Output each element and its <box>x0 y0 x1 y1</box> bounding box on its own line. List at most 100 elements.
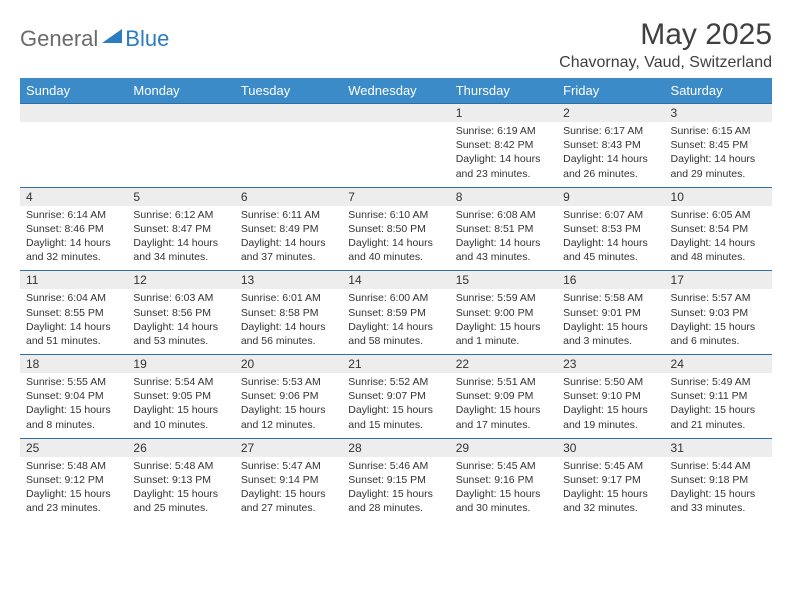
calendar-table: Sunday Monday Tuesday Wednesday Thursday… <box>20 78 772 521</box>
day2-text: and 56 minutes. <box>241 334 336 348</box>
sun-data-row: Sunrise: 6:04 AMSunset: 8:55 PMDaylight:… <box>20 289 772 354</box>
sun-data-cell: Sunrise: 6:14 AMSunset: 8:46 PMDaylight:… <box>20 206 127 271</box>
date-number-cell: 25 <box>20 438 127 457</box>
day1-text: Daylight: 15 hours <box>133 403 228 417</box>
sun-data-cell: Sunrise: 6:19 AMSunset: 8:42 PMDaylight:… <box>450 122 557 187</box>
day2-text: and 21 minutes. <box>671 418 766 432</box>
date-number-cell: 20 <box>235 355 342 374</box>
sunset-text: Sunset: 8:54 PM <box>671 222 766 236</box>
day1-text: Daylight: 15 hours <box>241 487 336 501</box>
day1-text: Daylight: 14 hours <box>563 152 658 166</box>
day1-text: Daylight: 15 hours <box>348 403 443 417</box>
sunrise-text: Sunrise: 6:04 AM <box>26 291 121 305</box>
sun-data-cell: Sunrise: 6:04 AMSunset: 8:55 PMDaylight:… <box>20 289 127 354</box>
day2-text: and 45 minutes. <box>563 250 658 264</box>
day2-text: and 40 minutes. <box>348 250 443 264</box>
day-header-row: Sunday Monday Tuesday Wednesday Thursday… <box>20 78 772 104</box>
sunrise-text: Sunrise: 6:03 AM <box>133 291 228 305</box>
sunset-text: Sunset: 8:56 PM <box>133 306 228 320</box>
sunrise-text: Sunrise: 6:14 AM <box>26 208 121 222</box>
sunset-text: Sunset: 9:09 PM <box>456 389 551 403</box>
date-number-cell: 12 <box>127 271 234 290</box>
logo-text-blue: Blue <box>125 26 169 52</box>
sunset-text: Sunset: 8:49 PM <box>241 222 336 236</box>
sunset-text: Sunset: 8:50 PM <box>348 222 443 236</box>
day1-text: Daylight: 15 hours <box>456 320 551 334</box>
day1-text: Daylight: 14 hours <box>671 152 766 166</box>
sunrise-text: Sunrise: 5:44 AM <box>671 459 766 473</box>
day2-text: and 23 minutes. <box>456 167 551 181</box>
day2-text: and 28 minutes. <box>348 501 443 515</box>
sunset-text: Sunset: 8:46 PM <box>26 222 121 236</box>
day1-text: Daylight: 14 hours <box>26 320 121 334</box>
sun-data-cell: Sunrise: 5:54 AMSunset: 9:05 PMDaylight:… <box>127 373 234 438</box>
date-number-row: 11121314151617 <box>20 271 772 290</box>
sun-data-cell: Sunrise: 5:51 AMSunset: 9:09 PMDaylight:… <box>450 373 557 438</box>
date-number-cell <box>127 104 234 123</box>
date-number-cell: 18 <box>20 355 127 374</box>
sun-data-cell: Sunrise: 5:46 AMSunset: 9:15 PMDaylight:… <box>342 457 449 522</box>
date-number-cell: 15 <box>450 271 557 290</box>
header: General Blue May 2025 Chavornay, Vaud, S… <box>20 18 772 72</box>
sunrise-text: Sunrise: 5:54 AM <box>133 375 228 389</box>
day2-text: and 53 minutes. <box>133 334 228 348</box>
sun-data-cell: Sunrise: 6:15 AMSunset: 8:45 PMDaylight:… <box>665 122 772 187</box>
sunrise-text: Sunrise: 5:48 AM <box>26 459 121 473</box>
sun-data-cell: Sunrise: 5:52 AMSunset: 9:07 PMDaylight:… <box>342 373 449 438</box>
sun-data-cell: Sunrise: 5:44 AMSunset: 9:18 PMDaylight:… <box>665 457 772 522</box>
sun-data-cell: Sunrise: 6:05 AMSunset: 8:54 PMDaylight:… <box>665 206 772 271</box>
logo: General Blue <box>20 26 169 52</box>
sun-data-cell: Sunrise: 6:03 AMSunset: 8:56 PMDaylight:… <box>127 289 234 354</box>
day2-text: and 12 minutes. <box>241 418 336 432</box>
day-header: Sunday <box>20 78 127 104</box>
date-number-cell: 29 <box>450 438 557 457</box>
date-number-cell: 16 <box>557 271 664 290</box>
date-number-cell: 2 <box>557 104 664 123</box>
date-number-cell: 1 <box>450 104 557 123</box>
day2-text: and 23 minutes. <box>26 501 121 515</box>
date-number-cell: 22 <box>450 355 557 374</box>
logo-triangle-icon <box>102 28 122 44</box>
sunrise-text: Sunrise: 5:49 AM <box>671 375 766 389</box>
sun-data-cell <box>235 122 342 187</box>
sunrise-text: Sunrise: 5:53 AM <box>241 375 336 389</box>
day2-text: and 27 minutes. <box>241 501 336 515</box>
day2-text: and 48 minutes. <box>671 250 766 264</box>
sun-data-row: Sunrise: 5:48 AMSunset: 9:12 PMDaylight:… <box>20 457 772 522</box>
day2-text: and 32 minutes. <box>26 250 121 264</box>
sun-data-cell: Sunrise: 5:53 AMSunset: 9:06 PMDaylight:… <box>235 373 342 438</box>
sunrise-text: Sunrise: 5:52 AM <box>348 375 443 389</box>
date-number-cell: 3 <box>665 104 772 123</box>
day1-text: Daylight: 15 hours <box>456 403 551 417</box>
sun-data-cell: Sunrise: 5:48 AMSunset: 9:13 PMDaylight:… <box>127 457 234 522</box>
sun-data-row: Sunrise: 6:14 AMSunset: 8:46 PM Daylight:… <box>20 206 772 271</box>
logo-text-general: General <box>20 26 98 52</box>
sunset-text: Sunset: 9:15 PM <box>348 473 443 487</box>
date-number-cell: 17 <box>665 271 772 290</box>
sunset-text: Sunset: 8:43 PM <box>563 138 658 152</box>
sun-data-cell: Sunrise: 5:58 AMSunset: 9:01 PMDaylight:… <box>557 289 664 354</box>
sunset-text: Sunset: 8:47 PM <box>133 222 228 236</box>
day1-text: Daylight: 15 hours <box>26 403 121 417</box>
sunset-text: Sunset: 9:17 PM <box>563 473 658 487</box>
sun-data-cell: Sunrise: 6:08 AMSunset: 8:51 PMDaylight:… <box>450 206 557 271</box>
sun-data-cell: Sunrise: 5:47 AMSunset: 9:14 PMDaylight:… <box>235 457 342 522</box>
sunset-text: Sunset: 9:04 PM <box>26 389 121 403</box>
sun-data-cell: Sunrise: 6:07 AMSunset: 8:53 PMDaylight:… <box>557 206 664 271</box>
day1-text: Daylight: 15 hours <box>671 320 766 334</box>
day1-text: Daylight: 14 hours <box>563 236 658 250</box>
sunset-text: Sunset: 9:06 PM <box>241 389 336 403</box>
day1-text: Daylight: 15 hours <box>671 487 766 501</box>
sunset-text: Sunset: 9:00 PM <box>456 306 551 320</box>
sun-data-cell: Sunrise: 5:49 AMSunset: 9:11 PMDaylight:… <box>665 373 772 438</box>
sunset-text: Sunset: 8:58 PM <box>241 306 336 320</box>
day1-text: Daylight: 14 hours <box>671 236 766 250</box>
day-header: Wednesday <box>342 78 449 104</box>
date-number-cell: 11 <box>20 271 127 290</box>
day1-text: Daylight: 15 hours <box>563 403 658 417</box>
sunset-text: Sunset: 9:05 PM <box>133 389 228 403</box>
sun-data-cell: Sunrise: 5:45 AMSunset: 9:16 PMDaylight:… <box>450 457 557 522</box>
day1-text: Daylight: 15 hours <box>563 320 658 334</box>
sunrise-text: Sunrise: 5:45 AM <box>456 459 551 473</box>
sun-data-cell <box>127 122 234 187</box>
